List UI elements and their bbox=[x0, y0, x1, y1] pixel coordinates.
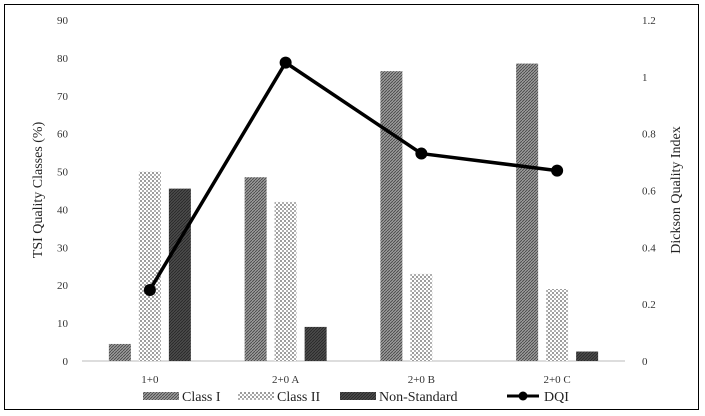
y-axis-title: TSI Quality Classes (%) bbox=[31, 121, 46, 258]
y-right-tick-label: 0 bbox=[642, 356, 648, 368]
dqi-line bbox=[148, 60, 558, 291]
category-labels: 1+0 2+0 A 2+0 B 2+0 C bbox=[141, 374, 571, 386]
dqi-point bbox=[415, 147, 428, 160]
legend-swatch-non-standard bbox=[340, 392, 376, 400]
y-right-tick-label: 1.2 bbox=[642, 15, 656, 27]
y-axis-right-title: Dickson Quality Index bbox=[669, 126, 684, 254]
y-tick-label: 80 bbox=[57, 53, 69, 65]
y-tick-label: 60 bbox=[57, 129, 69, 141]
y-right-tick-label: 0.4 bbox=[642, 242, 656, 254]
bar-class-ii bbox=[138, 171, 161, 361]
y-right-tick-label: 0.6 bbox=[642, 186, 656, 198]
legend: Class I Class II Non-Standard DQI bbox=[143, 390, 569, 405]
dqi-point bbox=[551, 164, 564, 177]
y-tick-label: 50 bbox=[57, 167, 69, 179]
bar-non-standard bbox=[304, 326, 327, 361]
bar-class-i bbox=[380, 71, 403, 362]
x-category-label: 2+0 B bbox=[408, 374, 435, 386]
bar-non-standard bbox=[576, 351, 599, 361]
bar-non-standard bbox=[168, 188, 191, 361]
bar-class-ii bbox=[274, 201, 297, 361]
dqi-point bbox=[143, 283, 156, 296]
y-tick-label: 0 bbox=[63, 356, 69, 368]
x-category-label: 2+0 C bbox=[543, 374, 570, 386]
bar-class-i bbox=[516, 63, 539, 361]
dqi-line-series bbox=[143, 56, 564, 296]
x-category-label: 2+0 A bbox=[272, 374, 299, 386]
legend-label-non-standard: Non-Standard bbox=[379, 390, 458, 405]
legend-label-dqi: DQI bbox=[544, 390, 569, 405]
y-right-tick-label: 0.2 bbox=[642, 299, 656, 311]
bar-class-ii bbox=[546, 289, 569, 361]
legend-label-class-ii: Class II bbox=[277, 390, 321, 405]
legend-swatch-dqi-marker bbox=[518, 391, 528, 401]
dqi-point bbox=[279, 56, 292, 69]
legend-label-class-i: Class I bbox=[182, 390, 221, 405]
bar-class-i bbox=[244, 177, 267, 361]
y-ticks-right: 0 0.2 0.4 0.6 0.8 1 1.2 bbox=[642, 15, 656, 368]
y-tick-label: 40 bbox=[57, 204, 69, 216]
y-tick-label: 30 bbox=[57, 242, 69, 254]
chart-frame bbox=[4, 4, 699, 410]
y-tick-label: 90 bbox=[57, 15, 69, 27]
y-right-tick-label: 1 bbox=[642, 72, 648, 84]
y-right-tick-label: 0.8 bbox=[642, 129, 656, 141]
bar-class-ii bbox=[410, 273, 433, 361]
x-category-label: 1+0 bbox=[141, 374, 159, 386]
bar-class-i bbox=[108, 343, 131, 361]
bars bbox=[108, 63, 599, 362]
legend-swatch-class-ii bbox=[238, 392, 274, 400]
y-tick-label: 70 bbox=[57, 91, 69, 103]
legend-swatch-class-i bbox=[143, 392, 179, 400]
y-tick-label: 20 bbox=[57, 280, 69, 292]
y-tick-label: 10 bbox=[57, 318, 69, 330]
y-ticks-left: 0 10 20 30 40 50 60 70 80 90 bbox=[57, 15, 69, 368]
